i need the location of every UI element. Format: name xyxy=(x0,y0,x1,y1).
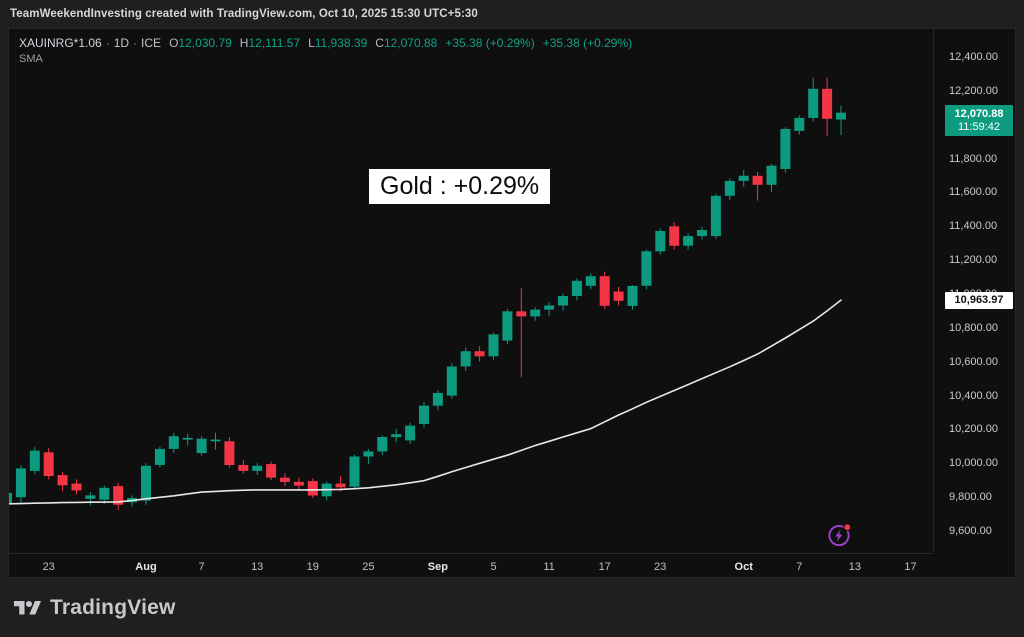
open-value: 12,030.79 xyxy=(178,36,232,50)
time-axis-day-label: 17 xyxy=(598,561,611,573)
price-axis-label: 11,400.00 xyxy=(949,220,998,233)
tradingview-logo-text: TradingView xyxy=(50,596,176,619)
time-axis-day-label: 11 xyxy=(543,561,555,573)
time-axis-month-label: Aug xyxy=(135,561,157,573)
time-axis[interactable]: 23 Aug 7 13 19 25 Sep 5 11 17 23 Oct 7 13 17 xyxy=(9,553,933,578)
price-axis-label: 10,000.00 xyxy=(949,457,998,470)
price-axis-label: 12,400.00 xyxy=(949,51,998,63)
gold-change-annotation[interactable]: Gold : +0.29% xyxy=(369,169,551,204)
low-value: 11,938.39 xyxy=(314,36,368,50)
time-axis-day-label: 7 xyxy=(796,561,803,573)
last-price-badge: 12,070.88 11:59:42 xyxy=(945,104,1013,136)
sma-price-badge: 10,963.97 xyxy=(945,292,1013,310)
time-axis-day-label: 5 xyxy=(490,561,497,573)
interval-label[interactable]: 1D xyxy=(113,36,130,50)
indicator-legend-sma[interactable]: SMA xyxy=(19,53,43,65)
footer-bar xyxy=(0,578,1024,637)
price-axis-label: 11,800.00 xyxy=(949,152,998,165)
time-axis-day-label: 13 xyxy=(848,561,862,573)
price-axis-label: 12,200.00 xyxy=(949,84,998,97)
time-axis-day-label: 23 xyxy=(654,561,667,573)
price-axis-label: 9,600.00 xyxy=(949,525,992,537)
bar-countdown-timer: 11:59:42 xyxy=(957,120,1000,133)
change-value: +35.38 (+0.29%) xyxy=(445,36,535,50)
tradingview-logo[interactable]: TradingView xyxy=(14,596,176,620)
time-axis-month-label: Oct xyxy=(734,561,753,573)
price-axis[interactable]: 9,600.00 9,800.00 10,000.00 10,200.00 10,400… xyxy=(933,29,1017,553)
candlestick-plot[interactable] xyxy=(9,29,933,553)
high-label: H xyxy=(239,36,249,50)
price-axis-label: 11,600.00 xyxy=(949,186,998,199)
time-axis-day-label: 17 xyxy=(904,561,917,573)
last-price-value: 12,070.88 xyxy=(954,107,1004,120)
open-label: O xyxy=(169,36,179,50)
tradingview-logo-icon xyxy=(14,600,41,614)
close-label: C xyxy=(375,36,384,50)
time-axis-day-label: 23 xyxy=(42,561,55,573)
separator-dot: · xyxy=(133,36,138,50)
chart-panel: XAUINRG*1.06 · 1D · ICE O12,030.79 H12,111.57 L… xyxy=(8,28,1016,578)
time-axis-day-label: 19 xyxy=(306,561,319,573)
high-value: 12,111.57 xyxy=(248,36,301,50)
symbol-info-row[interactable]: XAUINRG*1.06 · 1D · ICE O12,030.79 H12,111.57 L… xyxy=(19,36,632,50)
change-value-2: +35.38 (+0.29%) xyxy=(542,36,633,50)
price-axis-label: 11,200.00 xyxy=(949,254,998,267)
low-label: L xyxy=(308,36,315,50)
price-axis-label: 9,800.00 xyxy=(949,491,992,504)
time-axis-day-label: 13 xyxy=(251,561,264,573)
time-axis-day-label: 7 xyxy=(198,561,205,573)
watermark-attribution: TeamWeekendInvesting created with Tradin… xyxy=(10,8,478,20)
price-axis-label: 10,800.00 xyxy=(949,321,998,334)
price-axis-label: 10,600.00 xyxy=(949,355,998,368)
symbol-name[interactable]: XAUINRG*1.06 xyxy=(19,36,102,50)
price-axis-label: 10,200.00 xyxy=(949,423,998,436)
close-value: 12,070.88 xyxy=(383,36,438,50)
separator-dot: · xyxy=(105,36,110,50)
exchange-label: ICE xyxy=(141,36,162,50)
market-status-lightning-icon[interactable] xyxy=(826,522,852,548)
price-axis-label: 10,400.00 xyxy=(949,389,998,402)
time-axis-day-label: 25 xyxy=(362,561,375,573)
time-axis-month-label: Sep xyxy=(427,561,448,573)
